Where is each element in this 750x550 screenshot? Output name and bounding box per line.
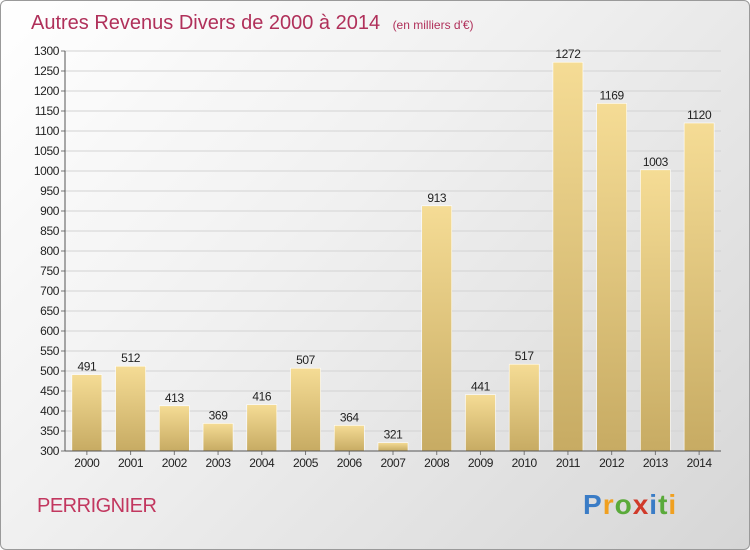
x-tick-label-2006: 2006	[337, 456, 363, 470]
x-tick-label-2013: 2013	[643, 456, 669, 470]
y-tick-label: 750	[40, 264, 60, 278]
y-tick-label: 800	[40, 244, 60, 258]
bar-2014	[683, 122, 715, 452]
value-label-2000: 491	[77, 360, 97, 374]
value-label-2010: 517	[515, 349, 535, 363]
y-tick-label: 1250	[34, 64, 60, 78]
value-label-2013: 1003	[643, 155, 669, 169]
bar-2003	[202, 423, 234, 452]
value-label-2009: 441	[471, 380, 491, 394]
x-tick-label-2011: 2011	[556, 456, 581, 470]
y-tick-label: 1150	[35, 104, 60, 118]
logo-letter: P	[583, 489, 603, 520]
bar-2013	[640, 169, 671, 452]
y-tick-label: 1300	[34, 44, 60, 58]
bar-2005	[290, 367, 321, 452]
y-tick-label: 950	[40, 184, 60, 198]
y-tick-label: 1050	[34, 144, 60, 158]
y-axis-ticks: 300 350 400 450 500 550 600 650 700 750 800 850 900 9…	[34, 44, 65, 458]
bar-2004	[246, 404, 278, 452]
y-tick-label: 350	[40, 424, 60, 438]
bar-2009	[465, 394, 496, 452]
bar-2008	[421, 205, 453, 452]
value-label-2001: 512	[121, 351, 141, 365]
y-tick-label: 650	[40, 304, 60, 318]
value-label-2011: 1272	[555, 47, 581, 61]
x-tick-label-2008: 2008	[424, 456, 450, 470]
logo-letter: i	[649, 489, 659, 520]
value-labels: 491 512 413 369 416 507 364 321 913 441 517 1272 116…	[77, 47, 712, 441]
value-label-2006: 364	[340, 410, 360, 424]
value-label-2007: 321	[384, 428, 404, 442]
value-label-2014: 1120	[687, 108, 712, 122]
bar-2007	[377, 442, 409, 452]
x-tick-label-2000: 2000	[74, 456, 100, 470]
x-tick-label-2007: 2007	[380, 456, 406, 470]
chart-title-unit: (en milliers d'€)	[393, 18, 474, 32]
x-tick-label-2009: 2009	[468, 456, 494, 470]
x-tick-label-2012: 2012	[599, 456, 625, 470]
y-tick-label: 500	[40, 364, 60, 378]
y-tick-label: 700	[40, 284, 60, 298]
logo-letter: i	[668, 489, 678, 520]
x-tick-label-2004: 2004	[249, 456, 275, 470]
y-tick-label: 300	[40, 444, 60, 458]
y-tick-label: 1000	[34, 164, 60, 178]
value-label-2012: 1169	[600, 88, 625, 102]
y-tick-label: 400	[40, 404, 60, 418]
x-tick-label-2003: 2003	[206, 456, 232, 470]
x-tick-label-2005: 2005	[293, 456, 319, 470]
chart-title-main: Autres Revenus Divers de 2000 à 2014	[31, 12, 380, 34]
y-tick-label: 900	[40, 204, 60, 218]
place-label: PERRIGNIER	[37, 495, 157, 517]
logo-letter: r	[602, 489, 615, 520]
bar-2000	[71, 374, 103, 452]
bar-2001	[115, 365, 146, 452]
y-tick-label: 850	[40, 224, 60, 238]
value-label-2004: 416	[252, 390, 272, 404]
y-tick-label: 550	[40, 344, 60, 358]
bar-2011	[552, 61, 584, 452]
bars	[71, 61, 715, 452]
bar-2010	[508, 363, 540, 452]
proxiti-logo: Proxiti	[583, 489, 677, 521]
bar-2012	[596, 103, 627, 452]
x-tick-label-2002: 2002	[162, 456, 188, 470]
x-tick-label-2001: 2001	[118, 456, 144, 470]
y-tick-label: 1100	[35, 124, 60, 138]
chart-title: Autres Revenus Divers de 2000 à 2014 (en…	[31, 12, 474, 34]
x-tick-label-2014: 2014	[687, 456, 713, 470]
value-label-2003: 369	[209, 408, 229, 422]
y-tick-label: 600	[40, 324, 60, 338]
value-label-2008: 913	[427, 191, 447, 205]
x-axis-ticks: 2000 2001 2002 2003 2004 2005 2006 2007 2008 2009…	[74, 451, 713, 470]
bar-2002	[159, 405, 190, 452]
y-tick-label: 1200	[34, 84, 60, 98]
x-tick-label-2010: 2010	[512, 456, 538, 470]
logo-letter: x	[632, 489, 650, 520]
value-label-2005: 507	[296, 353, 316, 367]
y-tick-label: 450	[40, 384, 60, 398]
logo-letter: t	[658, 489, 669, 520]
value-label-2002: 413	[165, 391, 185, 405]
logo-letter: o	[614, 489, 633, 520]
bar-2006	[333, 425, 365, 452]
